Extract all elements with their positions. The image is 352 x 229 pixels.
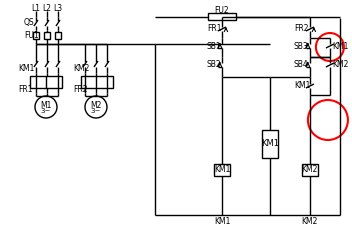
Text: FR2: FR2 (73, 85, 88, 93)
Text: KM2: KM2 (332, 60, 348, 68)
Text: KM2: KM2 (302, 218, 318, 226)
Text: L3: L3 (54, 3, 63, 13)
Text: FU2: FU2 (215, 5, 229, 14)
Text: SB4: SB4 (294, 60, 309, 68)
Bar (55, 32, 61, 39)
Text: FR1: FR1 (18, 85, 32, 93)
Bar (262, 130, 278, 158)
Text: FR2: FR2 (294, 24, 308, 33)
Bar (44, 32, 50, 39)
Text: M1: M1 (40, 101, 52, 109)
Text: 3~: 3~ (41, 108, 51, 114)
Text: KM1: KM1 (294, 81, 310, 90)
Text: L1: L1 (31, 3, 40, 13)
Bar (81, 76, 113, 88)
Bar (214, 164, 230, 176)
Bar (30, 76, 62, 88)
Text: L2: L2 (43, 3, 51, 13)
Bar (302, 164, 318, 176)
Bar (208, 13, 236, 20)
Text: KM1: KM1 (214, 166, 230, 174)
Circle shape (35, 96, 57, 118)
Text: SB1: SB1 (207, 41, 221, 51)
Text: M2: M2 (90, 101, 102, 109)
Text: KM2: KM2 (302, 166, 318, 174)
Bar (33, 32, 39, 39)
Text: KM1: KM1 (261, 139, 279, 148)
Text: 3~: 3~ (91, 108, 101, 114)
Text: KM2: KM2 (73, 63, 89, 73)
Text: KM1: KM1 (18, 63, 34, 73)
Text: QS: QS (24, 18, 34, 27)
Text: FU1: FU1 (24, 30, 39, 40)
Text: SB2: SB2 (207, 60, 221, 68)
Text: KM1: KM1 (214, 218, 230, 226)
Text: KM1: KM1 (332, 41, 348, 51)
Text: SB3: SB3 (294, 41, 309, 51)
Circle shape (85, 96, 107, 118)
Text: FR1: FR1 (207, 24, 221, 33)
